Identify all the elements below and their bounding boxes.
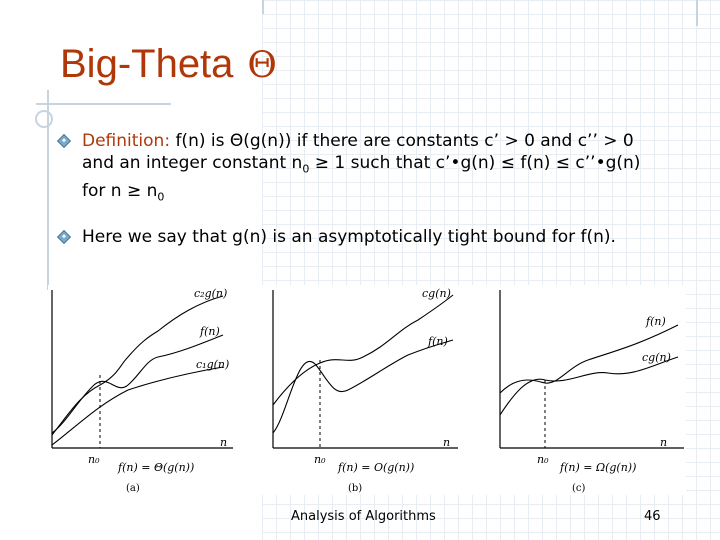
definition-line2-pre: and an integer constant n — [82, 153, 303, 173]
bullet-definition: Definition: f(n) is Θ(g(n)) if there are… — [56, 130, 706, 209]
theta-symbol: Θ — [247, 45, 277, 86]
decorative-line — [262, 0, 264, 14]
f-label: f(n) — [645, 315, 666, 328]
page-number: 46 — [644, 509, 661, 524]
theta-notation: f(n) = Θ(g(n)) — [117, 461, 194, 474]
f-curve — [272, 339, 454, 434]
decorative-line — [696, 0, 698, 26]
slide-title: Big-Theta Θ — [60, 42, 277, 87]
f-label: f(n) — [199, 325, 220, 338]
caption-b: (b) — [348, 483, 362, 494]
cg-label: cg(n) — [642, 351, 671, 364]
panel-a: c₂g(n) f(n) c₁g(n) n n₀ f(n) = Θ(g(n)) (… — [51, 287, 233, 494]
n0-label: n₀ — [88, 453, 100, 466]
definition-label: Definition: — [82, 131, 171, 151]
caption-c: (c) — [572, 483, 586, 494]
decorative-circle — [35, 110, 53, 128]
n0-label: n₀ — [314, 453, 326, 466]
panel-b: cg(n) f(n) n n₀ f(n) = O(g(n)) (b) — [272, 287, 458, 494]
n-label: n — [660, 436, 667, 449]
decorative-line — [36, 103, 171, 105]
c1g-label: c₁g(n) — [196, 358, 229, 371]
n-label: n — [443, 436, 450, 449]
bullet-list: Definition: f(n) is Θ(g(n)) if there are… — [56, 130, 706, 265]
c1g-curve — [51, 366, 224, 446]
title-text: Big-Theta — [60, 42, 234, 86]
panel-c: f(n) cg(n) n n₀ f(n) = Ω(g(n)) (c) — [499, 290, 684, 494]
caption-a: (a) — [126, 483, 140, 494]
cg-curve — [499, 356, 679, 416]
f-label: f(n) — [427, 335, 448, 348]
f-curve — [51, 334, 224, 434]
diamond-bullet-icon — [56, 133, 72, 149]
definition-line1: f(n) is Θ(g(n)) if there are constants c… — [170, 131, 634, 151]
o-notation: f(n) = O(g(n)) — [337, 461, 414, 474]
cg-label: cg(n) — [422, 287, 451, 300]
n0-label: n₀ — [537, 453, 549, 466]
c2g-label: c₂g(n) — [194, 287, 227, 300]
figure-graphics: c₂g(n) f(n) c₁g(n) n n₀ f(n) = Θ(g(n)) (… — [51, 287, 684, 494]
omega-notation: f(n) = Ω(g(n)) — [559, 461, 636, 474]
tight-bound-text: Here we say that g(n) is an asymptotical… — [82, 226, 616, 247]
n-label: n — [220, 436, 227, 449]
f-curve — [499, 324, 679, 394]
subscript: 0 — [302, 162, 310, 176]
diamond-bullet-icon — [56, 229, 72, 244]
bullet-tight-bound: Here we say that g(n) is an asymptotical… — [56, 226, 706, 248]
decorative-line — [47, 90, 49, 290]
footer-title: Analysis of Algorithms — [291, 509, 436, 524]
definition-line3-pre: for n ≥ n — [82, 181, 158, 202]
definition-line2-post: ≥ 1 such that c’•g(n) ≤ f(n) ≤ c’’•g(n) — [309, 153, 641, 173]
cg-curve — [272, 294, 454, 406]
asymptotic-notation-figure: c₂g(n) f(n) c₁g(n) n n₀ f(n) = Θ(g(n)) (… — [48, 285, 686, 495]
subscript: 0 — [157, 190, 165, 204]
